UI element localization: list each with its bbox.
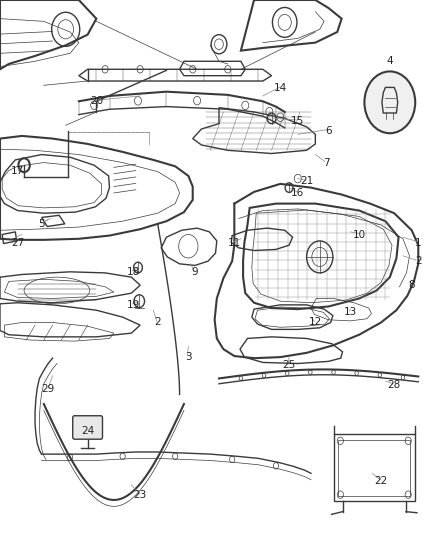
Text: 19: 19 xyxy=(127,300,140,310)
Text: 23: 23 xyxy=(134,490,147,499)
Text: 21: 21 xyxy=(300,176,313,186)
Text: 22: 22 xyxy=(374,476,388,486)
Text: 4: 4 xyxy=(386,56,393,66)
Text: 7: 7 xyxy=(323,158,330,167)
Text: 25: 25 xyxy=(283,360,296,370)
Text: 2: 2 xyxy=(415,256,422,266)
Text: 9: 9 xyxy=(191,267,198,277)
Text: 2: 2 xyxy=(154,318,161,327)
Bar xyxy=(338,440,410,496)
Text: 10: 10 xyxy=(353,230,366,239)
Text: 14: 14 xyxy=(274,83,287,93)
Text: 27: 27 xyxy=(11,238,24,247)
Text: 17: 17 xyxy=(11,166,24,175)
Text: 3: 3 xyxy=(185,352,192,362)
Text: 11: 11 xyxy=(228,238,241,247)
Text: 24: 24 xyxy=(81,426,94,435)
FancyBboxPatch shape xyxy=(73,416,102,439)
Text: 1: 1 xyxy=(415,238,422,247)
Text: 6: 6 xyxy=(325,126,332,135)
Text: 28: 28 xyxy=(388,380,401,390)
Text: 15: 15 xyxy=(291,116,304,126)
Text: 12: 12 xyxy=(309,318,322,327)
Text: 5: 5 xyxy=(38,219,45,229)
Text: 13: 13 xyxy=(344,307,357,317)
Text: 18: 18 xyxy=(127,267,140,277)
Text: 20: 20 xyxy=(90,96,103,106)
Circle shape xyxy=(364,71,415,133)
Text: 29: 29 xyxy=(42,384,55,394)
Text: 16: 16 xyxy=(291,188,304,198)
Text: 8: 8 xyxy=(408,280,415,290)
Bar xyxy=(334,434,415,501)
